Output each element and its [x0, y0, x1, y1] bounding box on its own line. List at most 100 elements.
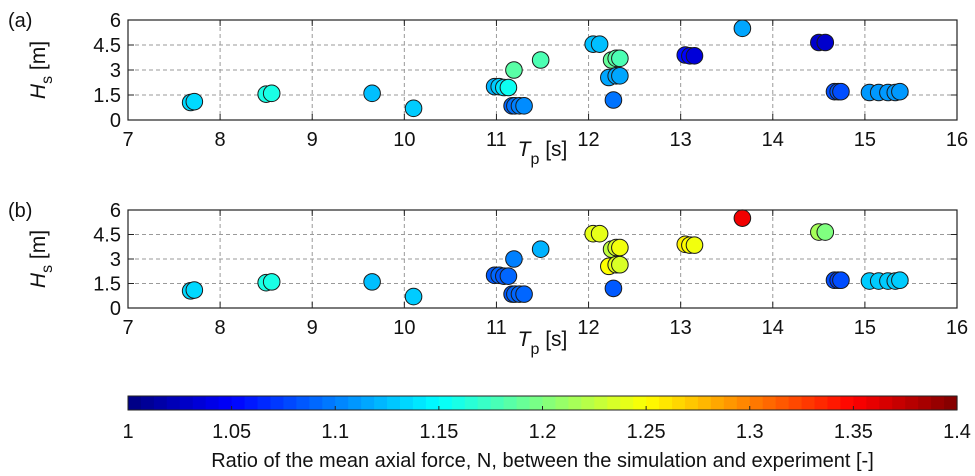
colorbar-segment	[788, 396, 803, 410]
colorbar-segment	[218, 396, 233, 410]
data-point	[685, 47, 704, 65]
data-point	[363, 273, 381, 291]
colorbar-segment	[568, 396, 582, 410]
data-point	[515, 285, 533, 303]
colorbar-segment	[205, 396, 220, 410]
colorbar-segment	[348, 396, 362, 410]
colorbar-segment	[257, 396, 272, 410]
colorbar-segment	[710, 396, 725, 410]
data-point	[891, 82, 909, 101]
panel-label: (b)	[8, 200, 32, 222]
colorbar-tick-label: 1.15	[419, 421, 458, 443]
y-tick-label: 6	[110, 10, 121, 32]
colorbar-segment	[128, 396, 142, 410]
data-point	[832, 271, 850, 290]
x-tick-label: 13	[670, 129, 692, 151]
colorbar-segment	[581, 396, 595, 410]
colorbar-segment	[633, 396, 647, 410]
data-point	[604, 279, 623, 298]
x-tick-label: 9	[307, 317, 318, 339]
colorbar-segment	[477, 396, 492, 410]
data-point	[262, 84, 281, 103]
colorbar-tick-label: 1.2	[529, 421, 557, 443]
x-tick-label: 7	[122, 317, 133, 339]
panel-b: 7 8 9 10 11 12 13 14 15 16 01.5 34.5 6 (b) Tp [s] Hs [m…	[8, 200, 968, 358]
colorbar-tick-label: 1.25	[627, 421, 666, 443]
colorbar-segment	[762, 396, 777, 410]
colorbar-segment	[749, 396, 764, 410]
colorbar-segment	[905, 396, 919, 410]
data-point	[611, 49, 629, 68]
colorbar-tick-label: 1	[122, 421, 133, 443]
colorbar-segment	[244, 396, 259, 410]
colorbar-segment	[931, 396, 945, 410]
x-tick-label: 14	[762, 129, 784, 151]
colorbar-segment	[153, 396, 168, 410]
colorbar-segment	[840, 396, 854, 410]
colorbar-segment	[322, 396, 336, 410]
colorbar-tick-label: 1.1	[321, 421, 349, 443]
colorbar-segment	[516, 396, 531, 410]
y-tick-label: 0	[110, 298, 121, 320]
x-tick-label: 11	[486, 129, 507, 151]
colorbar-tick-label: 1.3	[736, 421, 764, 443]
colorbar-segment	[555, 396, 570, 410]
colorbar-segment	[438, 396, 453, 410]
x-tick-label: 14	[762, 317, 784, 339]
y-tick-label: 4.5	[93, 35, 121, 57]
colorbar-segment	[736, 396, 751, 410]
y-tick-label: 0	[110, 110, 121, 132]
colorbar-segment	[490, 396, 505, 410]
colorbar-segment	[283, 396, 297, 410]
x-tick-label: 8	[215, 129, 226, 151]
colorbar-segment	[464, 396, 479, 410]
colorbar-tick-label: 1.05	[212, 421, 251, 443]
colorbar-segment	[607, 396, 621, 410]
y-tick-label: 3	[110, 249, 121, 271]
colorbar-label: Ratio of the mean axial force, N, betwee…	[211, 450, 874, 472]
panel-label: (a)	[8, 10, 32, 32]
data-point	[499, 267, 518, 285]
colorbar-segment	[594, 396, 608, 410]
x-tick-label: 7	[122, 129, 133, 151]
colorbar-segment	[140, 396, 155, 410]
colorbar-tick-label: 1.35	[834, 421, 873, 443]
colorbar-segment	[335, 396, 349, 410]
data-point	[611, 255, 629, 274]
colorbar-segment	[944, 396, 958, 410]
colorbar-segment	[361, 396, 375, 410]
x-axis-label: Tp [s]	[518, 138, 568, 168]
colorbar-segment	[814, 396, 829, 410]
data-point	[185, 281, 204, 299]
x-tick-label: 13	[670, 317, 692, 339]
colorbar-segment	[192, 396, 207, 410]
data-point	[590, 224, 609, 243]
x-tick-label: 10	[393, 129, 415, 151]
data-point	[515, 97, 533, 115]
colorbar-segment	[879, 396, 893, 410]
data-point	[611, 238, 629, 257]
y-tick-label: 1.5	[93, 85, 121, 107]
colorbar-segment	[296, 396, 310, 410]
data-point	[185, 92, 204, 111]
colorbar-segment	[620, 396, 634, 410]
colorbar-segment	[374, 396, 388, 410]
colorbar-segment	[529, 396, 544, 410]
x-tick-label: 8	[215, 317, 226, 339]
data-point	[505, 61, 523, 79]
data-point	[363, 84, 381, 103]
y-tick-label: 6	[110, 200, 121, 222]
data-point	[505, 250, 523, 268]
data-point	[733, 209, 752, 227]
y-axis-label: Hs [m]	[27, 41, 56, 99]
data-point	[816, 223, 835, 241]
colorbar-segment	[684, 396, 699, 410]
colorbar-segment	[918, 396, 932, 410]
data-point	[590, 35, 609, 53]
x-tick-label: 15	[854, 129, 876, 151]
colorbar-segment	[451, 396, 466, 410]
data-point	[832, 82, 850, 101]
colorbar-segment	[179, 396, 194, 410]
x-tick-label: 16	[946, 129, 968, 151]
colorbar-segment	[866, 396, 880, 410]
